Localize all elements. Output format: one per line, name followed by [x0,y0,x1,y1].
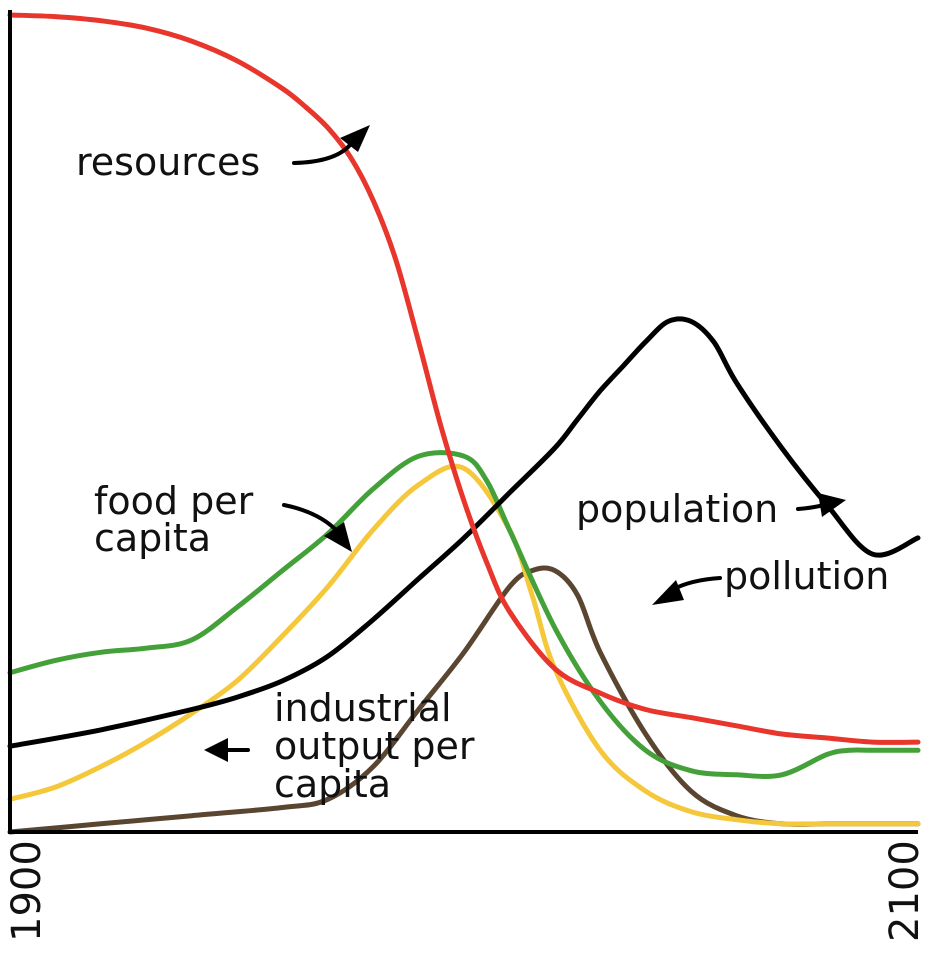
label-industrial-line1: industrial [274,686,452,730]
series-layer [7,12,921,835]
arrow-pollution [652,576,722,605]
label-food-line2: capita [94,516,211,560]
arrow-resources [292,125,370,165]
series-line-population [7,316,921,749]
label-food-line1: food per [94,479,254,523]
arrow-food-per-capita [282,503,352,552]
x-tick-1900: 1900 [4,840,50,942]
label-pollution: pollution [724,554,889,598]
label-industrial-line2: output per [274,724,475,768]
series-line-industrial-output-per-capita [7,463,921,827]
label-population: population [576,487,778,531]
series-line-pollution [7,565,921,835]
label-industrial-line3: capita [274,762,391,806]
x-tick-2100: 2100 [882,840,928,942]
label-resources: resources [76,140,260,184]
arrow-industrial-output [204,738,250,762]
arrow-population [796,493,846,517]
series-line-resources [7,12,921,745]
series-line-food-per-capita [7,450,921,779]
